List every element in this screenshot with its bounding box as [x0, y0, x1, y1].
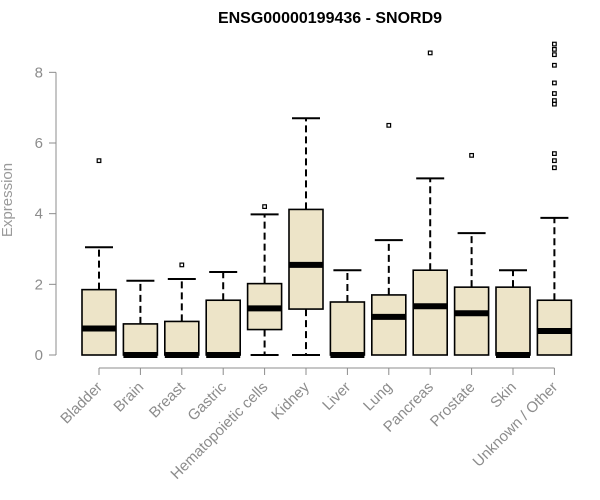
box-pancreas: [412, 50, 449, 356]
x-tick-label: Kidney: [268, 378, 313, 423]
outlier-point: [551, 80, 557, 86]
box-gastric: [205, 270, 241, 358]
outlier-point: [96, 158, 102, 164]
y-tick-label: 0: [35, 347, 43, 364]
outlier-point: [469, 152, 474, 158]
box-iqr: [288, 208, 324, 310]
box-iqr: [453, 286, 490, 356]
x-tick-label: Prostate: [427, 379, 479, 431]
y-tick-label: 8: [35, 64, 43, 81]
outlier-point: [551, 62, 557, 68]
box-iqr: [205, 299, 241, 356]
outlier-point: [551, 165, 557, 171]
x-tick-label: Bladder: [57, 379, 106, 428]
x-tick-label: Lung: [360, 379, 396, 415]
x-tick-label: Breast: [146, 378, 189, 421]
box-iqr: [536, 299, 573, 356]
box-prostate: [453, 152, 490, 356]
box-iqr: [122, 323, 159, 356]
outlier-point: [551, 98, 557, 104]
outlier-point: [551, 52, 557, 58]
box-kidney: [288, 117, 324, 356]
axes: 0 2 4 6 8: [35, 64, 555, 369]
outlier-point: [551, 151, 557, 157]
boxes: [81, 41, 573, 358]
box-breast: [164, 262, 200, 358]
box-liver: [329, 269, 366, 358]
box-iqr: [370, 294, 407, 356]
x-tick-label: Liver: [319, 379, 354, 414]
x-tick-label: Brain: [110, 379, 147, 416]
y-tick-label: 4: [35, 206, 43, 223]
outlier-point: [179, 262, 185, 268]
box-hematopoietic-cells: [246, 204, 283, 356]
y-tick-label: 2: [35, 276, 43, 293]
y-tick-label: 6: [35, 135, 43, 152]
y-axis-label: Expression: [0, 163, 16, 237]
box-skin: [495, 269, 531, 358]
box-brain: [122, 279, 159, 358]
outlier-point: [551, 158, 557, 164]
outlier-point: [427, 50, 433, 56]
outlier-point: [551, 46, 557, 52]
box-iqr: [329, 301, 366, 356]
chart-title: ENSG00000199436 - SNORD9: [218, 10, 442, 27]
box-iqr: [412, 269, 449, 356]
box-iqr: [81, 288, 117, 356]
box-bladder: [81, 158, 117, 356]
box-lung: [370, 122, 407, 356]
box-unknown-other: [536, 41, 573, 356]
outlier-point: [386, 122, 392, 128]
outlier-point: [262, 204, 267, 210]
outlier-point: [551, 91, 557, 96]
box-iqr: [495, 286, 531, 356]
x-tick-label: Skin: [487, 379, 520, 412]
box-iqr: [164, 320, 200, 356]
outlier-point: [551, 41, 557, 47]
